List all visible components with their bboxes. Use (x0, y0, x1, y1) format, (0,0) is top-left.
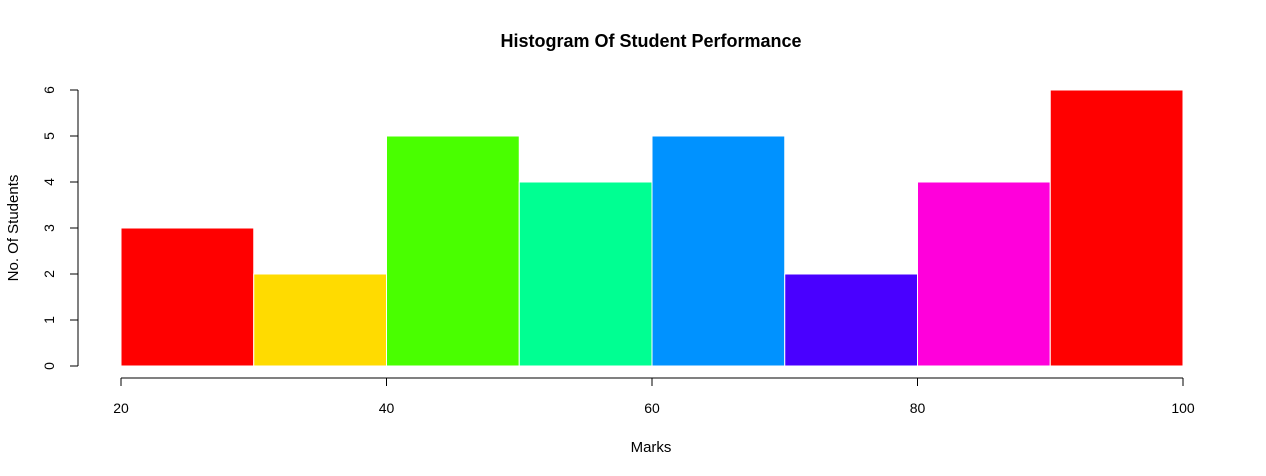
y-axis: 0 1 2 3 4 5 6 (41, 86, 79, 370)
y-tick-label: 4 (41, 178, 57, 186)
y-tick-label: 2 (41, 270, 57, 278)
histogram-bar (1049, 89, 1184, 367)
histogram-bar (651, 135, 786, 367)
histogram-bar (120, 227, 255, 367)
x-tick-label: 80 (910, 400, 926, 416)
y-tick-label: 0 (41, 362, 57, 370)
y-tick-label: 3 (41, 224, 57, 232)
x-axis-label: Marks (631, 439, 672, 456)
histogram-bar (253, 273, 387, 367)
x-tick-label: 20 (113, 400, 129, 416)
bars-group (120, 89, 1184, 367)
x-axis: 20 40 60 80 100 (113, 377, 1195, 416)
y-tick-label: 6 (41, 86, 57, 94)
x-tick-label: 100 (1171, 400, 1195, 416)
y-axis-label: No. Of Students (5, 175, 22, 282)
histogram-bar (518, 181, 653, 367)
x-tick-label: 40 (379, 400, 395, 416)
y-tick-label: 1 (41, 316, 57, 324)
histogram-bar (917, 181, 1051, 367)
chart-title: Histogram Of Student Performance (500, 31, 801, 51)
histogram-bar (784, 273, 918, 367)
x-tick-label: 60 (644, 400, 660, 416)
y-tick-label: 5 (41, 132, 57, 140)
histogram-bar (386, 135, 520, 367)
